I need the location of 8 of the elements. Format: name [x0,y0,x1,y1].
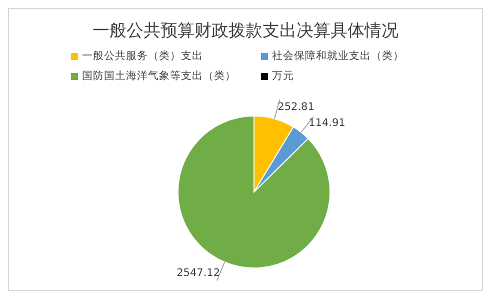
data-label: 2547.12 [176,267,220,280]
text: 万元 [272,69,294,83]
legend-label: 社会保障和就业支出（类） [272,49,404,63]
legend-label: 国防国土海洋气象等支出（类） [82,69,236,83]
chart-title: 一般公共预算财政拨款支出决算具体情况 [92,20,400,42]
data-label: 114.91 [308,116,346,129]
legend-label: 一般公共服务（类）支出 [82,49,203,63]
data-label: 252.81 [278,101,314,114]
